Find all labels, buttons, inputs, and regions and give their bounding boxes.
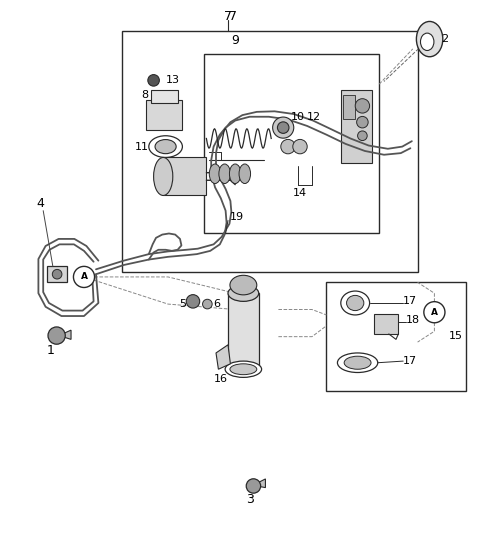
Ellipse shape xyxy=(149,136,182,157)
Ellipse shape xyxy=(417,21,443,56)
Text: 17: 17 xyxy=(403,356,417,366)
Ellipse shape xyxy=(229,164,241,184)
Ellipse shape xyxy=(230,364,257,375)
Circle shape xyxy=(281,140,295,154)
Ellipse shape xyxy=(420,33,434,50)
Bar xyxy=(204,54,379,233)
Text: 19: 19 xyxy=(229,212,243,222)
Text: 5: 5 xyxy=(179,299,186,309)
Bar xyxy=(228,293,259,369)
Bar xyxy=(374,314,398,334)
Circle shape xyxy=(48,327,65,344)
Text: 15: 15 xyxy=(449,331,463,340)
Text: 7: 7 xyxy=(229,10,237,23)
Text: 16: 16 xyxy=(214,374,228,384)
Text: 2: 2 xyxy=(442,34,449,44)
Ellipse shape xyxy=(337,353,378,372)
Text: A: A xyxy=(431,308,438,317)
Text: 14: 14 xyxy=(293,188,307,198)
Bar xyxy=(151,90,178,103)
Polygon shape xyxy=(216,345,230,369)
Text: 6: 6 xyxy=(214,299,221,309)
Text: 11: 11 xyxy=(135,142,149,151)
Text: 8: 8 xyxy=(142,90,149,100)
Circle shape xyxy=(357,116,368,128)
Text: 12: 12 xyxy=(307,112,321,122)
Ellipse shape xyxy=(225,361,262,377)
Ellipse shape xyxy=(154,157,173,195)
Ellipse shape xyxy=(239,164,251,184)
Text: 18: 18 xyxy=(406,315,420,325)
Circle shape xyxy=(424,302,445,323)
Ellipse shape xyxy=(155,140,176,154)
Circle shape xyxy=(273,117,294,138)
Text: 9: 9 xyxy=(231,34,239,47)
Text: 17: 17 xyxy=(403,296,417,306)
Ellipse shape xyxy=(230,275,257,295)
Circle shape xyxy=(277,122,289,134)
Circle shape xyxy=(52,269,62,279)
Circle shape xyxy=(186,295,200,308)
Text: 4: 4 xyxy=(37,197,45,210)
Ellipse shape xyxy=(209,164,221,184)
Ellipse shape xyxy=(341,291,370,315)
Text: 1: 1 xyxy=(47,344,54,357)
Bar xyxy=(163,157,206,195)
Circle shape xyxy=(73,267,95,287)
Circle shape xyxy=(293,140,307,154)
Polygon shape xyxy=(62,330,71,339)
Text: 3: 3 xyxy=(246,493,253,506)
Ellipse shape xyxy=(344,356,371,369)
Circle shape xyxy=(246,479,261,493)
Circle shape xyxy=(358,131,367,141)
Text: 13: 13 xyxy=(166,75,180,85)
Text: A: A xyxy=(81,273,87,281)
Bar xyxy=(146,100,182,130)
Polygon shape xyxy=(257,479,265,488)
Circle shape xyxy=(148,74,159,86)
Circle shape xyxy=(203,299,212,309)
Text: 10: 10 xyxy=(290,112,304,122)
Bar xyxy=(326,282,466,391)
Bar xyxy=(47,266,67,282)
Text: 7: 7 xyxy=(224,10,232,23)
Bar xyxy=(343,95,355,119)
Bar xyxy=(341,90,372,163)
Ellipse shape xyxy=(228,285,259,301)
Circle shape xyxy=(355,99,370,113)
Ellipse shape xyxy=(347,295,364,311)
Ellipse shape xyxy=(219,164,230,184)
Bar xyxy=(122,31,418,272)
